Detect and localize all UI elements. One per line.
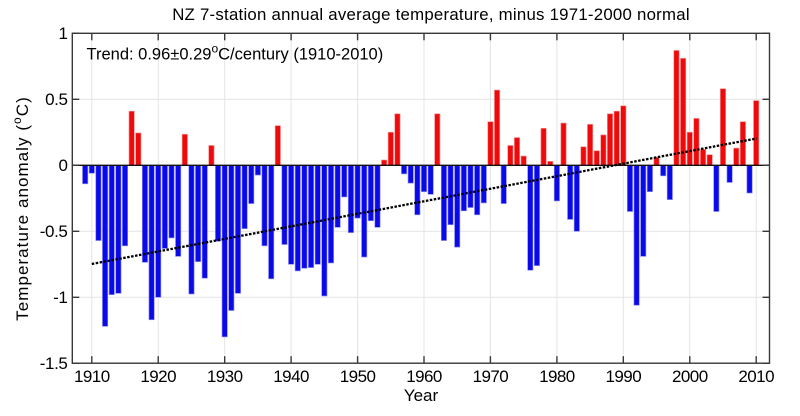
svg-text:Trend: 0.96±0.29oC/century (19: Trend: 0.96±0.29oC/century (1910-2010) bbox=[87, 41, 384, 63]
svg-text:-0.5: -0.5 bbox=[40, 222, 68, 241]
svg-text:2010: 2010 bbox=[738, 367, 774, 386]
svg-text:1960: 1960 bbox=[406, 367, 442, 386]
svg-text:1970: 1970 bbox=[473, 367, 509, 386]
svg-text:0: 0 bbox=[58, 156, 67, 175]
svg-text:Temperature anomaly (oC): Temperature anomaly (oC) bbox=[10, 96, 32, 321]
svg-text:1: 1 bbox=[58, 24, 67, 43]
svg-text:1940: 1940 bbox=[273, 367, 309, 386]
svg-text:NZ 7-station annual average te: NZ 7-station annual average temperature,… bbox=[172, 5, 690, 24]
svg-text:0.5: 0.5 bbox=[45, 90, 67, 109]
svg-text:1910: 1910 bbox=[74, 367, 110, 386]
svg-text:-1: -1 bbox=[53, 288, 67, 307]
svg-text:1950: 1950 bbox=[340, 367, 376, 386]
svg-text:-1.5: -1.5 bbox=[40, 354, 68, 373]
svg-text:1990: 1990 bbox=[605, 367, 641, 386]
svg-text:2000: 2000 bbox=[672, 367, 708, 386]
svg-text:1930: 1930 bbox=[207, 367, 243, 386]
svg-text:1920: 1920 bbox=[140, 367, 176, 386]
svg-text:1980: 1980 bbox=[539, 367, 575, 386]
svg-text:Year: Year bbox=[404, 386, 439, 405]
